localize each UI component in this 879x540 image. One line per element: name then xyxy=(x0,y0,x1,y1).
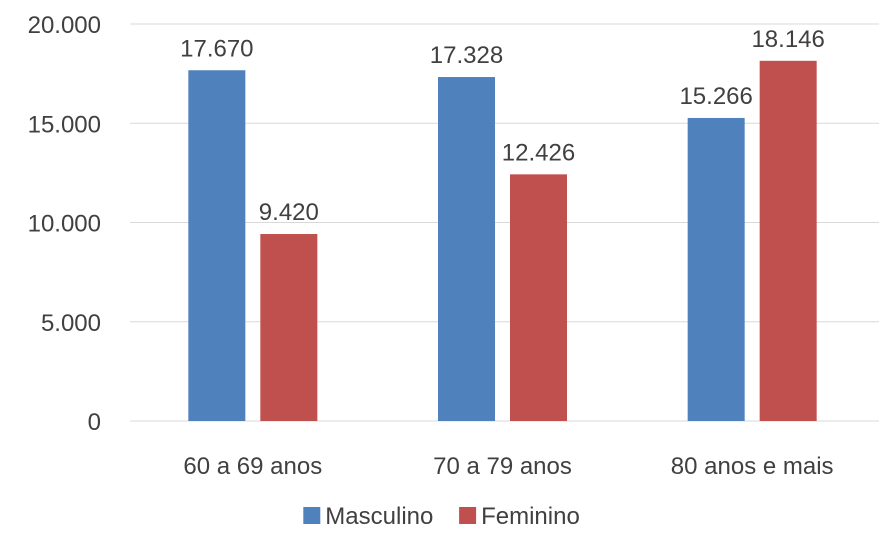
bar-masculino-2 xyxy=(438,77,495,422)
legend-label: Masculino xyxy=(325,503,433,530)
data-label: 12.426 xyxy=(502,139,575,166)
legend-item: Feminino xyxy=(459,503,580,530)
bar-feminino-3 xyxy=(759,60,817,421)
bar-masculino-1 xyxy=(188,70,246,422)
legend-swatch xyxy=(303,507,321,524)
data-label: 15.266 xyxy=(679,83,752,110)
y-tick-label: 20.000 xyxy=(28,12,101,39)
category-label: 60 a 69 anos xyxy=(183,453,322,480)
data-label: 17.670 xyxy=(180,35,253,62)
category-label: 70 a 79 anos xyxy=(433,453,572,480)
bar-feminino-1 xyxy=(260,234,318,421)
bars xyxy=(188,60,817,422)
y-tick-label: 10.000 xyxy=(28,211,101,238)
data-label: 18.146 xyxy=(751,26,824,53)
data-label: 17.328 xyxy=(430,42,503,69)
y-tick-label: 5.000 xyxy=(41,310,101,337)
y-axis-tick-labels: 0 5.000 10.000 15.000 20.000 xyxy=(28,12,101,436)
x-axis-category-labels: 60 a 69 anos 70 a 79 anos 80 anos e mais xyxy=(183,453,833,480)
data-labels: 17.670 9.420 17.328 12.426 15.266 18.146 xyxy=(180,26,825,226)
data-label: 9.420 xyxy=(259,199,319,226)
legend: Masculino Feminino xyxy=(303,503,580,530)
y-tick-label: 0 xyxy=(88,409,101,436)
bar-masculino-3 xyxy=(687,117,745,421)
y-tick-label: 15.000 xyxy=(28,111,101,138)
legend-label: Feminino xyxy=(481,503,580,530)
bar-feminino-2 xyxy=(510,174,567,421)
legend-swatch xyxy=(459,507,477,524)
legend-item: Masculino xyxy=(303,503,433,530)
category-label: 80 anos e mais xyxy=(671,453,834,480)
gridlines xyxy=(130,23,879,422)
